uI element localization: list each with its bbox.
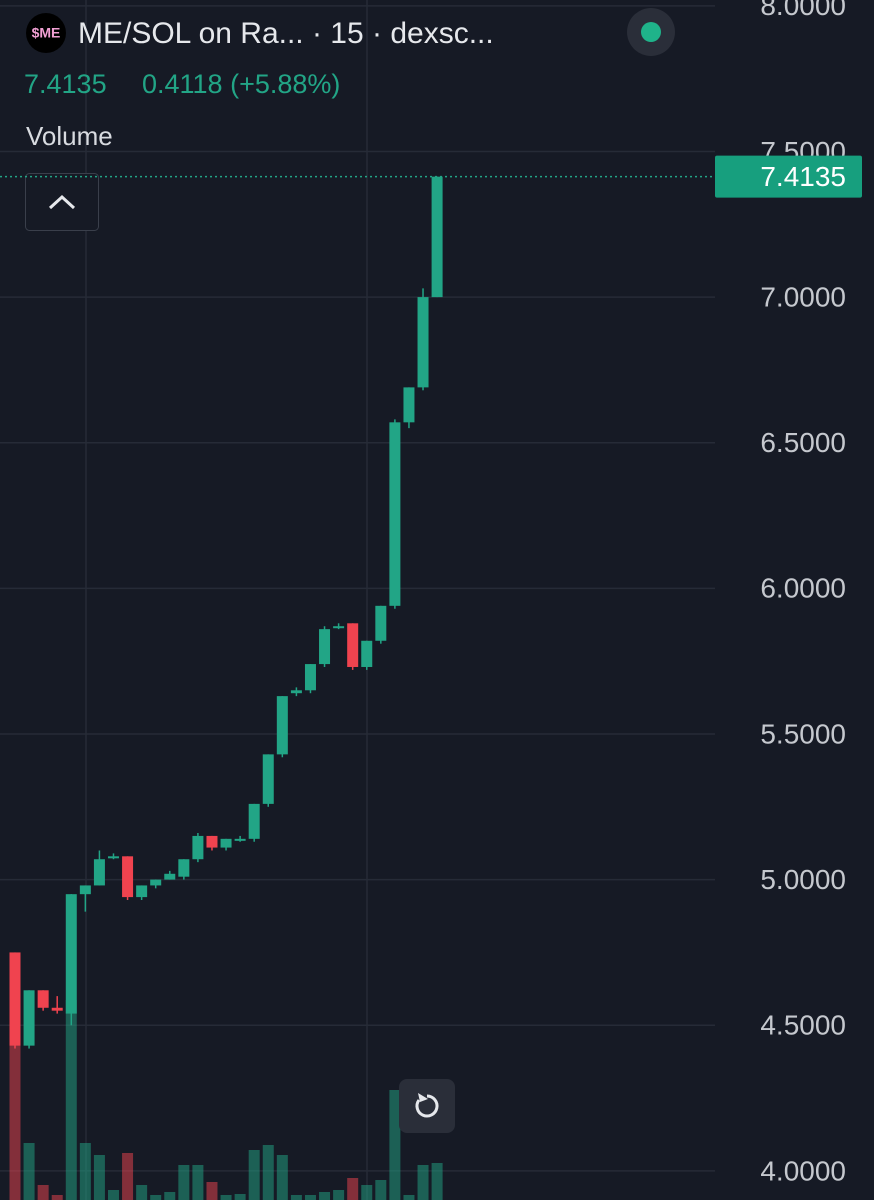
volume-bar (79, 1143, 91, 1200)
candle-body (248, 803, 260, 839)
logo-text: $ME (32, 25, 61, 41)
volume-bar (150, 1195, 162, 1200)
candle-body (319, 629, 331, 665)
volume-bar (136, 1185, 148, 1200)
volume-bar (220, 1195, 232, 1200)
volume-bar (361, 1185, 373, 1200)
y-tick-label: 6.5000 (760, 427, 846, 458)
volume-bar (333, 1190, 345, 1200)
candle-body (234, 838, 246, 841)
candle-body (164, 873, 176, 880)
volume-bar (234, 1194, 246, 1200)
candle-body (417, 297, 429, 388)
volume-bar (107, 1190, 119, 1200)
candle-body (192, 835, 204, 860)
candle-body (122, 856, 134, 898)
y-tick-label: 4.5000 (760, 1010, 846, 1041)
volume-bar (389, 1090, 401, 1200)
volume-bar (37, 1185, 49, 1200)
change: 0.4118 (+5.88%) (142, 69, 340, 99)
last-close: 7.4135 (24, 69, 107, 99)
volume-pane (9, 1000, 443, 1200)
candle-body (375, 605, 387, 641)
volume-label: Volume (26, 121, 113, 151)
candle-body (136, 885, 148, 898)
volume-bar (23, 1143, 35, 1200)
candle-body (178, 859, 190, 877)
candle-body (206, 835, 218, 848)
candles (9, 176, 443, 1049)
y-tick-label: 5.5000 (760, 718, 846, 749)
y-tick-label: 6.0000 (760, 573, 846, 604)
volume-bar (276, 1155, 288, 1200)
volume-bar (164, 1192, 176, 1200)
volume-bar (93, 1155, 105, 1200)
volume-bar (206, 1182, 218, 1200)
candle-body (93, 859, 105, 886)
candle-body (361, 640, 373, 667)
collapse-button[interactable] (25, 173, 99, 231)
candle-body (333, 626, 345, 629)
volume-bar (9, 1045, 21, 1200)
candle-body (290, 690, 302, 694)
candle-body (431, 176, 443, 298)
candle-body (150, 879, 162, 886)
volume-bar (304, 1195, 316, 1200)
last-price-label: 7.4135 (760, 161, 846, 192)
candle-body (9, 952, 21, 1046)
volume-bar (375, 1180, 387, 1200)
reset-arrow (418, 1093, 428, 1102)
candle-body (220, 838, 232, 848)
volume-bar (347, 1178, 359, 1200)
price-tag: 7.4135 (0, 155, 862, 198)
logo (26, 13, 66, 53)
header: $ME ME/SOL on Ra... · 15 · dexsc... 7.41… (24, 8, 675, 1133)
chevron-icon (48, 194, 76, 210)
y-tick-label: 5.0000 (760, 864, 846, 895)
volume-bar (51, 1195, 63, 1200)
volume-bar (403, 1195, 415, 1200)
volume-bar (122, 1153, 134, 1200)
y-tick-label: 7.0000 (760, 281, 846, 312)
grid (0, 0, 715, 1200)
volume-bar (262, 1145, 274, 1200)
volume-bar (178, 1165, 190, 1200)
candle-body (347, 623, 359, 667)
candle-body (37, 990, 49, 1008)
candle-body (403, 387, 415, 423)
candle-body (389, 422, 401, 606)
reset-icon (415, 1094, 439, 1118)
reset-button[interactable] (399, 1079, 455, 1133)
volume-bar (431, 1163, 443, 1200)
candle-body (276, 696, 288, 755)
volume-bar (248, 1150, 260, 1200)
candle-body (65, 894, 77, 1014)
volume-bar (417, 1165, 429, 1200)
status-dot (641, 22, 661, 42)
volume-bar (319, 1192, 331, 1200)
candle-body (79, 885, 91, 895)
candle-body (51, 1007, 63, 1011)
candle-body (23, 990, 35, 1046)
y-tick-label: 8.0000 (760, 0, 846, 21)
chart-title: ME/SOL on Ra... · 15 · dexsc... (78, 17, 494, 50)
last-price-box (715, 155, 862, 198)
candle-body (262, 754, 274, 804)
candle-body (107, 856, 119, 859)
volume-bar (65, 1000, 77, 1200)
y-tick-label: 4.0000 (760, 1155, 846, 1186)
volume-bar (290, 1195, 302, 1200)
candle-body (304, 664, 316, 691)
volume-bar (192, 1165, 204, 1200)
